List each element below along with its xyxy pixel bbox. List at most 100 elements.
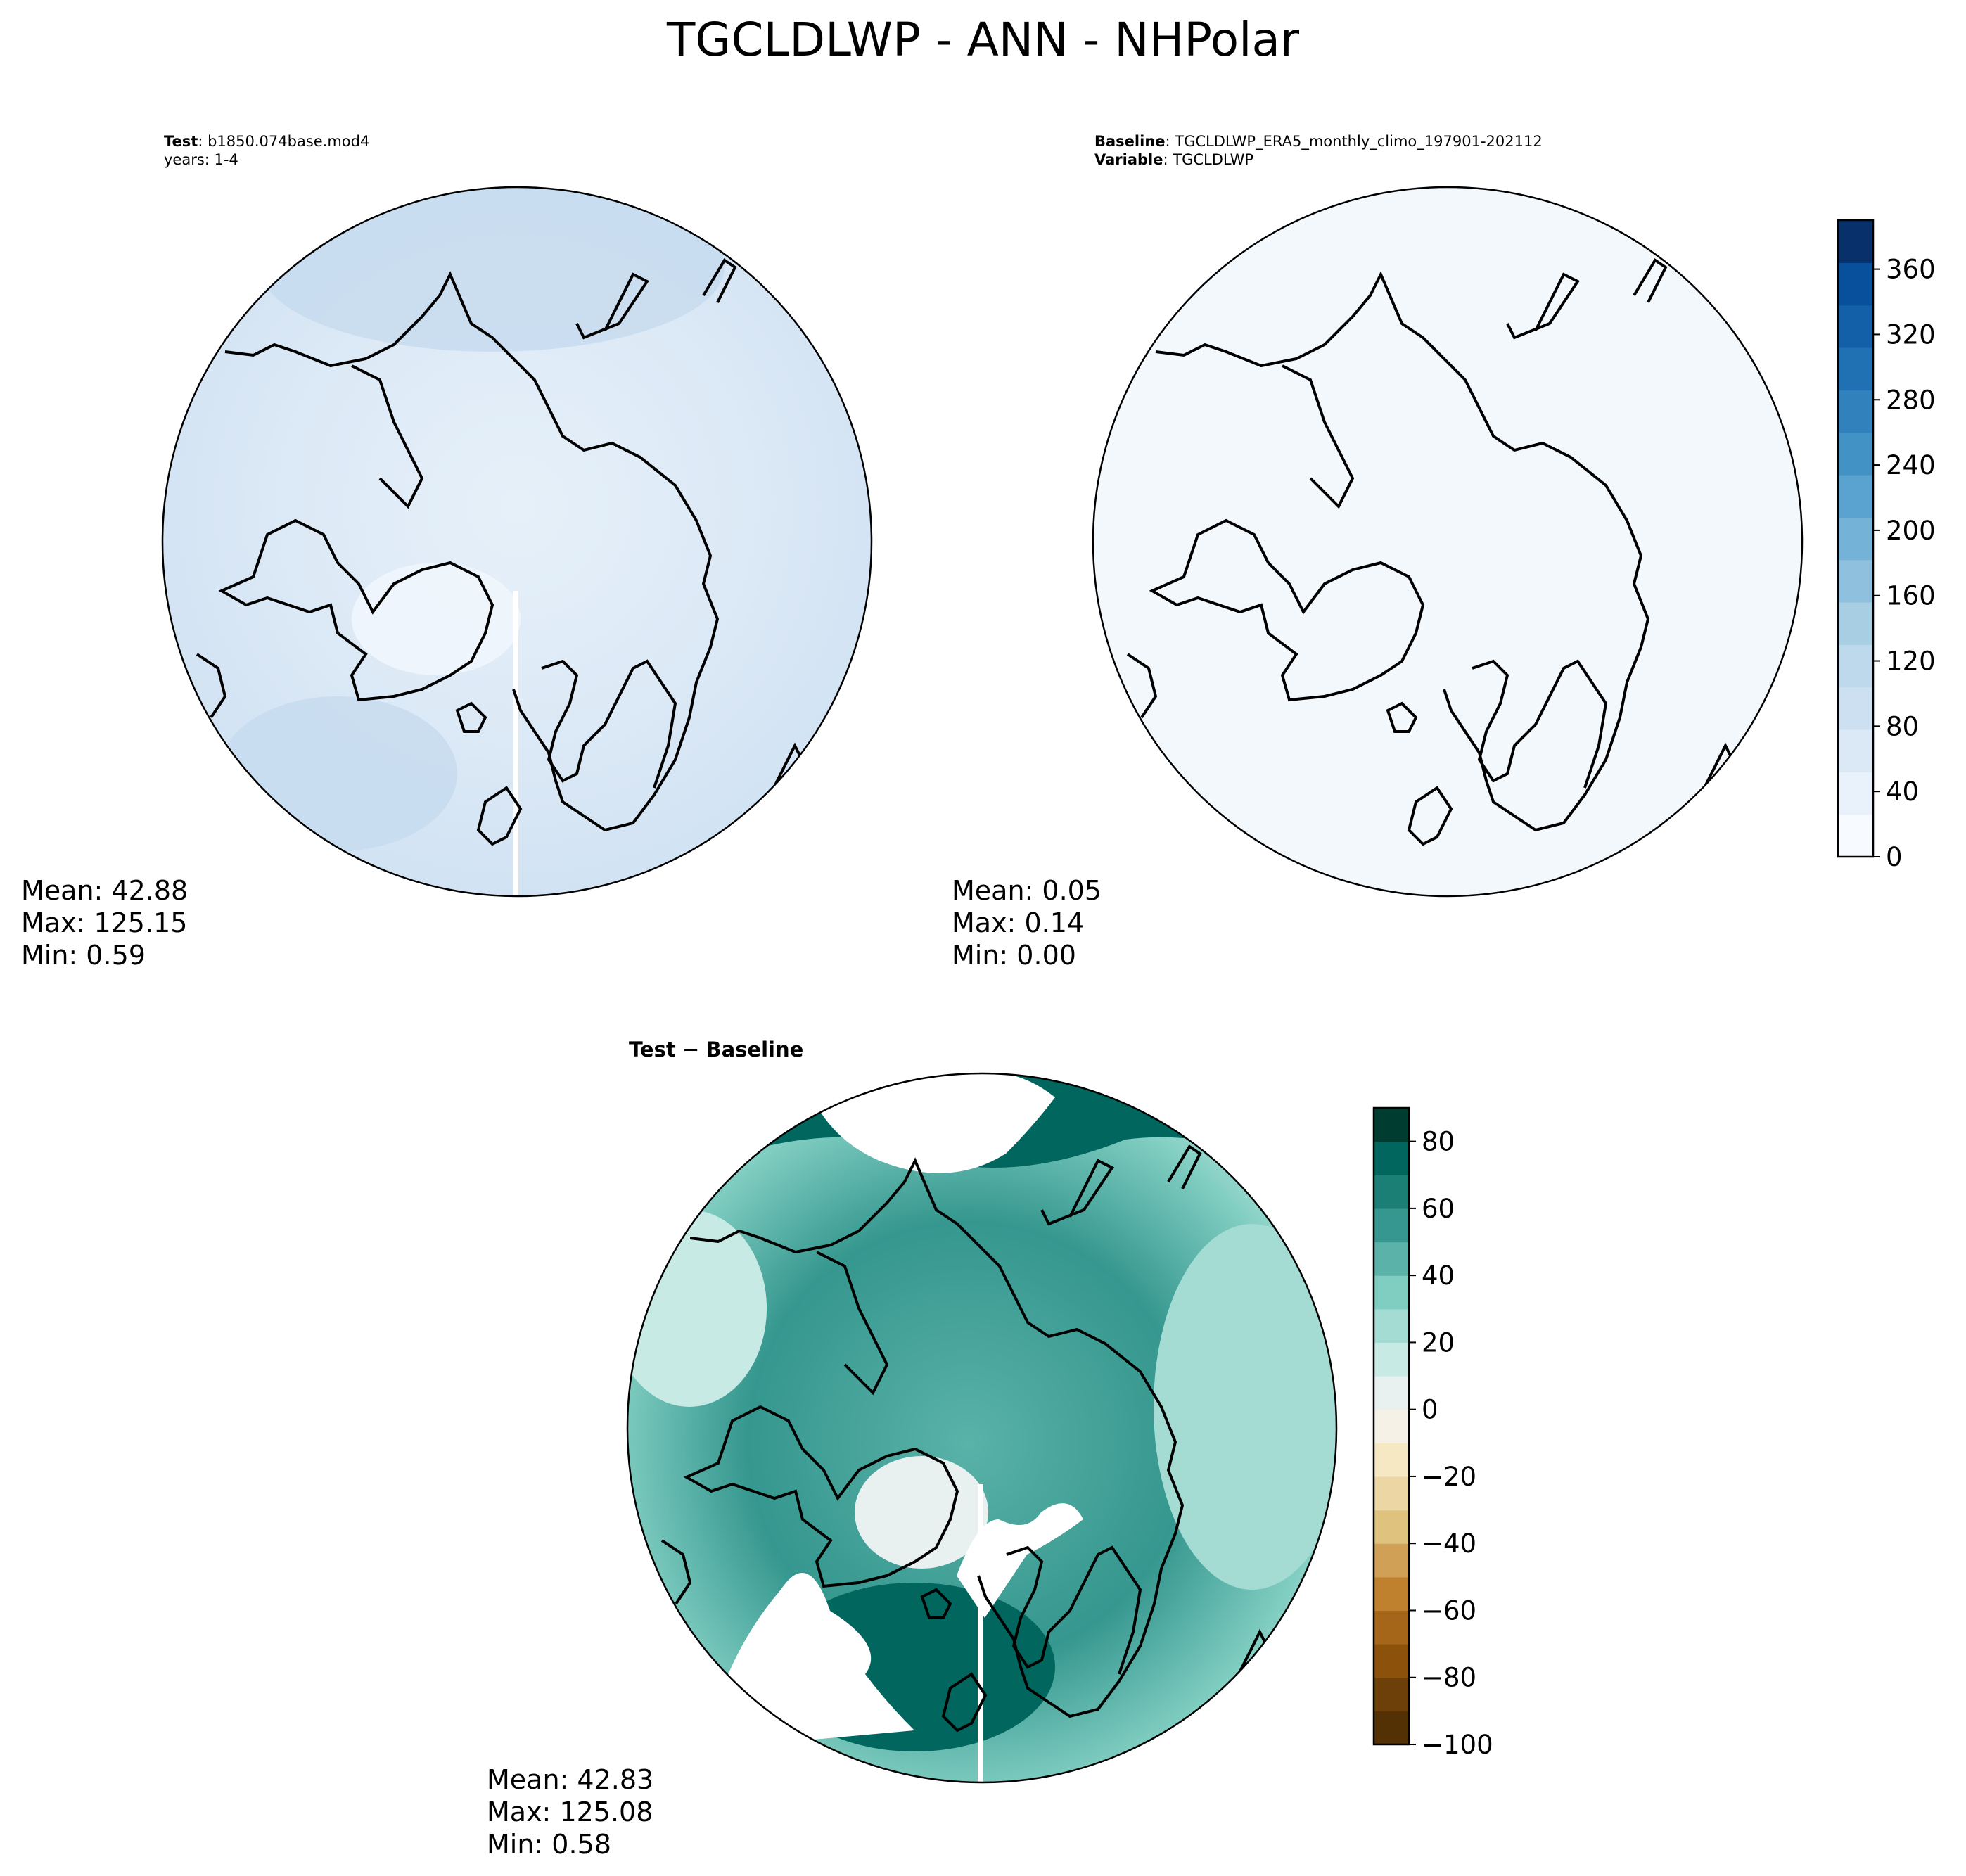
test-mean: Mean: 42.88 — [21, 875, 189, 906]
difference-max: Max: 125.08 — [487, 1797, 653, 1827]
difference-map-field — [627, 1073, 1336, 1782]
test-label: Test — [164, 133, 198, 150]
test-stats: Mean: 42.88 Max: 125.15 Min: 0.59 — [21, 874, 188, 971]
difference-colorbar-swatch — [1374, 1108, 1409, 1142]
test-colorbar-tick-label: 40 — [1886, 777, 1919, 807]
difference-mean: Mean: 42.83 — [487, 1764, 654, 1795]
test-colorbar-swatch — [1838, 687, 1873, 730]
test-colorbar-tick-label: 0 — [1886, 842, 1903, 872]
difference-coastline-europe — [920, 1545, 1142, 1733]
test-colorbar-tick-label: 200 — [1886, 516, 1936, 546]
page-title: TGCLDLWP - ANN - NHPolar — [666, 13, 1300, 67]
test-colorbar-swatch — [1838, 432, 1873, 476]
difference-colorbar-swatch — [1374, 1308, 1409, 1344]
test-coastline-north-america — [196, 364, 494, 719]
difference-colorbar-swatch — [1374, 1543, 1409, 1578]
difference-colorbar-swatch — [1374, 1409, 1409, 1443]
test-colorbar-tick-label: 120 — [1886, 646, 1936, 677]
test-map-blob-greenland — [352, 563, 521, 675]
difference-map-blob-greenland — [855, 1456, 988, 1569]
difference-colorbar-swatch — [1374, 1711, 1409, 1745]
test-years: years: 1-4 — [164, 151, 238, 168]
test-map-seam — [513, 591, 518, 896]
test-colorbar-swatch — [1838, 475, 1873, 518]
test-colorbar-swatch — [1838, 262, 1873, 306]
test-colorbar-swatch — [1838, 517, 1873, 561]
test-colorbar-swatch — [1838, 390, 1873, 433]
variable-name: : TGCLDLWP — [1163, 151, 1254, 168]
baseline-coastline-eurasia — [1155, 258, 1735, 832]
difference-colorbar: −100 −80 −60 −40 −20 0 20 40 60 80 — [1372, 1106, 1493, 1760]
difference-title-minus: − — [675, 1038, 706, 1061]
test-colorbar-frame — [1837, 219, 1875, 858]
test-colorbar-tick-label: 320 — [1886, 319, 1936, 350]
test-colorbar-swatch — [1838, 305, 1873, 348]
baseline-coastline-north-america — [1126, 364, 1425, 719]
difference-colorbar-swatch — [1374, 1443, 1409, 1477]
baseline-dataset-name: : TGCLDLWP_ERA5_monthly_climo_197901-202… — [1165, 133, 1543, 150]
test-colorbar-swatch — [1838, 644, 1873, 688]
difference-panel-header: Test − Baseline — [629, 1038, 803, 1061]
difference-colorbar-tick-label: −60 — [1422, 1595, 1476, 1626]
difference-colorbar-swatch — [1374, 1610, 1409, 1645]
difference-map-missing-norwegian-sea — [957, 1503, 1083, 1618]
difference-colorbar-swatch — [1374, 1376, 1409, 1410]
difference-colorbar-tick-label: −80 — [1422, 1663, 1476, 1693]
test-colorbar-tick-label: 160 — [1886, 581, 1936, 611]
difference-title-baseline: Baseline — [706, 1038, 804, 1061]
baseline-label: Baseline — [1094, 133, 1166, 150]
difference-colorbar-swatch — [1374, 1510, 1409, 1544]
test-map-outline — [161, 186, 873, 898]
difference-min: Min: 0.58 — [487, 1829, 611, 1860]
difference-map-band-north-pacific — [633, 1073, 1336, 1196]
difference-map-blob-atlantic — [774, 1583, 1055, 1751]
difference-colorbar-tick-label: 80 — [1422, 1127, 1455, 1157]
difference-colorbar-swatch — [1374, 1576, 1409, 1612]
difference-colorbar-swatch — [1374, 1342, 1409, 1377]
difference-coastline-eurasia — [689, 1144, 1269, 1718]
test-colorbar-tick-label: 240 — [1886, 450, 1936, 480]
difference-map-seam — [978, 1484, 983, 1782]
difference-colorbar-tick-label: −40 — [1422, 1529, 1476, 1559]
test-colorbar-tick-label: 360 — [1886, 255, 1936, 285]
test-map-blob-atlantic — [218, 696, 457, 851]
difference-coastline-north-america — [660, 1251, 959, 1605]
difference-map-missing-atlantic — [717, 1573, 914, 1744]
test-case-name: : b1850.074base.mod4 — [198, 133, 370, 150]
test-coastline-eurasia — [224, 258, 804, 832]
baseline-mean: Mean: 0.05 — [952, 875, 1102, 906]
difference-colorbar-swatch — [1374, 1677, 1409, 1711]
test-coastline-europe — [455, 659, 677, 846]
difference-colorbar-swatch — [1374, 1242, 1409, 1276]
difference-colorbar-tick-label: −20 — [1422, 1462, 1476, 1492]
baseline-min: Min: 0.00 — [952, 940, 1076, 971]
difference-colorbar-tick-label: 40 — [1422, 1261, 1455, 1291]
difference-colorbar-tick-label: 60 — [1422, 1194, 1455, 1224]
baseline-max: Max: 0.14 — [952, 907, 1085, 938]
difference-colorbar-swatch — [1374, 1476, 1409, 1511]
test-max: Max: 125.15 — [21, 907, 188, 938]
difference-map — [626, 1072, 1338, 1784]
difference-map-missing-north — [809, 1073, 1055, 1173]
difference-colorbar-tick-label: 20 — [1422, 1327, 1455, 1358]
baseline-coastline-europe — [1386, 659, 1608, 846]
test-colorbar-tick-label: 280 — [1886, 385, 1936, 415]
difference-colorbar-tick-label: 0 — [1422, 1395, 1438, 1425]
difference-stats: Mean: 42.83 Max: 125.08 Min: 0.58 — [487, 1763, 653, 1861]
baseline-stats: Mean: 0.05 Max: 0.14 Min: 0.00 — [952, 874, 1102, 971]
test-colorbar-tick-label: 80 — [1886, 711, 1919, 741]
test-colorbar-swatch — [1838, 559, 1873, 603]
baseline-map-field — [1093, 187, 1802, 896]
test-map-field — [162, 187, 872, 896]
test-panel-header: Test: b1850.074base.mod4 years: 1-4 — [164, 132, 369, 169]
difference-colorbar-swatch — [1374, 1644, 1409, 1678]
difference-colorbar-frame — [1372, 1106, 1410, 1746]
difference-map-blob-east — [1154, 1224, 1336, 1590]
test-colorbar-swatch — [1838, 602, 1873, 645]
difference-title-test: Test — [629, 1038, 676, 1061]
test-colorbar-swatch — [1838, 772, 1873, 815]
test-map — [161, 186, 873, 898]
test-min: Min: 0.59 — [21, 940, 146, 971]
variable-label: Variable — [1094, 151, 1163, 168]
difference-colorbar-tick-label: −100 — [1422, 1730, 1493, 1760]
